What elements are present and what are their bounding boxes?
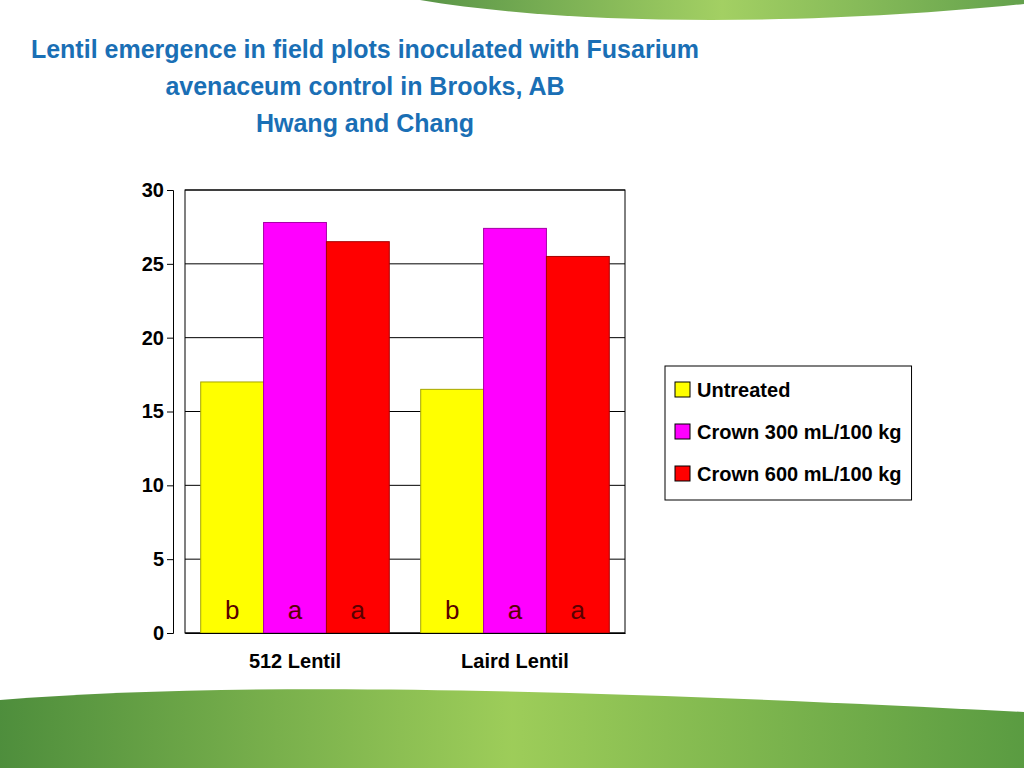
tick-mark — [167, 264, 173, 265]
x-axis: 512 Lentil Laird Lentil — [186, 633, 626, 672]
axis-line — [186, 633, 626, 634]
category-label: 512 Lentil — [249, 650, 341, 672]
legend-label: Crown 600 mL/100 kg — [697, 463, 902, 485]
tick: 15 — [142, 400, 173, 422]
tick: 512 Lentil — [249, 633, 341, 672]
plot-frame — [185, 190, 625, 633]
legend-box — [665, 366, 912, 500]
legend-swatch — [675, 466, 690, 481]
bars — [201, 222, 610, 633]
bar — [546, 256, 609, 633]
tick: Laird Lentil — [461, 633, 569, 672]
tick: 20 — [142, 327, 173, 349]
axis-line — [167, 191, 174, 634]
grid-line — [185, 190, 625, 191]
significance-letter: b — [445, 595, 459, 625]
significance-letter: a — [288, 595, 303, 625]
significance-letter: a — [571, 595, 586, 625]
tick-label: 0 — [153, 622, 164, 644]
bar — [326, 242, 389, 633]
decoration — [420, 0, 1024, 20]
bar — [484, 228, 547, 633]
tick-mark — [167, 559, 173, 560]
tick-mark — [167, 338, 173, 339]
tick-label: 10 — [142, 474, 164, 496]
significance-letter: b — [225, 595, 239, 625]
tick: 30 — [142, 179, 173, 201]
tick-label: 5 — [153, 548, 164, 570]
chart: Lentil emergence in field plots inoculat… — [0, 0, 1024, 768]
tick: 25 — [142, 253, 173, 275]
tick-label: 30 — [142, 179, 164, 201]
bar — [201, 382, 264, 633]
tick-mark — [167, 412, 173, 413]
tick-mark — [167, 485, 173, 486]
significance-letter: a — [508, 595, 523, 625]
tick-label: 20 — [142, 327, 164, 349]
subtitle: Hwang and Chang — [256, 109, 474, 137]
y-axis: 0 5 10 15 20 25 30 — [142, 179, 174, 644]
letters: bbaaaa — [225, 595, 586, 625]
tick: 10 — [142, 474, 173, 496]
significance-letter: a — [351, 595, 366, 625]
tick-label: 15 — [142, 400, 164, 422]
bar — [264, 222, 327, 633]
category-label: Laird Lentil — [461, 650, 569, 672]
tick-mark — [167, 633, 173, 634]
legend-label: Crown 300 mL/100 kg — [697, 421, 902, 443]
tick-mark — [167, 190, 173, 191]
legend-label: Untreated — [697, 379, 790, 401]
legend-swatch — [675, 424, 690, 439]
decoration — [0, 689, 1024, 768]
tick: 0 — [153, 622, 173, 644]
tick: 5 — [153, 548, 173, 570]
tick-label: 25 — [142, 253, 164, 275]
legend: Untreated Crown 300 mL/100 kg Crown 600 mL… — [665, 366, 912, 500]
title: Lentil emergence in field plots inoculat… — [31, 35, 699, 100]
legend-swatch — [675, 382, 690, 397]
bar — [421, 389, 484, 633]
